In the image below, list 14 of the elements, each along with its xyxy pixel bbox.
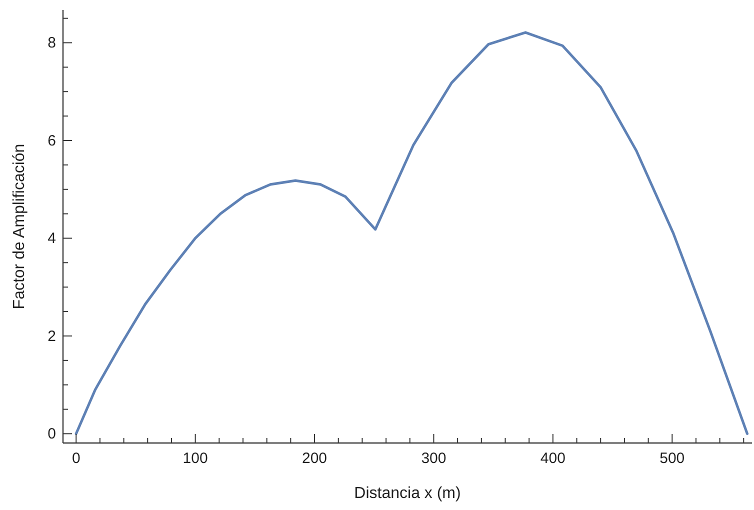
line-series (74, 31, 749, 436)
y-tick-label: 0 (48, 426, 56, 443)
y-tick-label: 2 (48, 328, 56, 345)
y-axis-title: Factor de Amplificación (11, 144, 28, 310)
x-axis-title: Distancia x (m) (354, 485, 461, 502)
x-tick-label: 0 (72, 450, 80, 467)
y-tick-label: 4 (48, 230, 56, 248)
y-tick-label: 6 (48, 132, 56, 150)
x-tick-label: 100 (182, 450, 208, 467)
x-tick-label: 300 (421, 450, 446, 467)
y-tick-label: 8 (48, 34, 56, 52)
x-tick-label: 400 (540, 450, 566, 467)
x-tick-label: 500 (660, 450, 685, 467)
x-tick-label: 200 (302, 450, 328, 467)
